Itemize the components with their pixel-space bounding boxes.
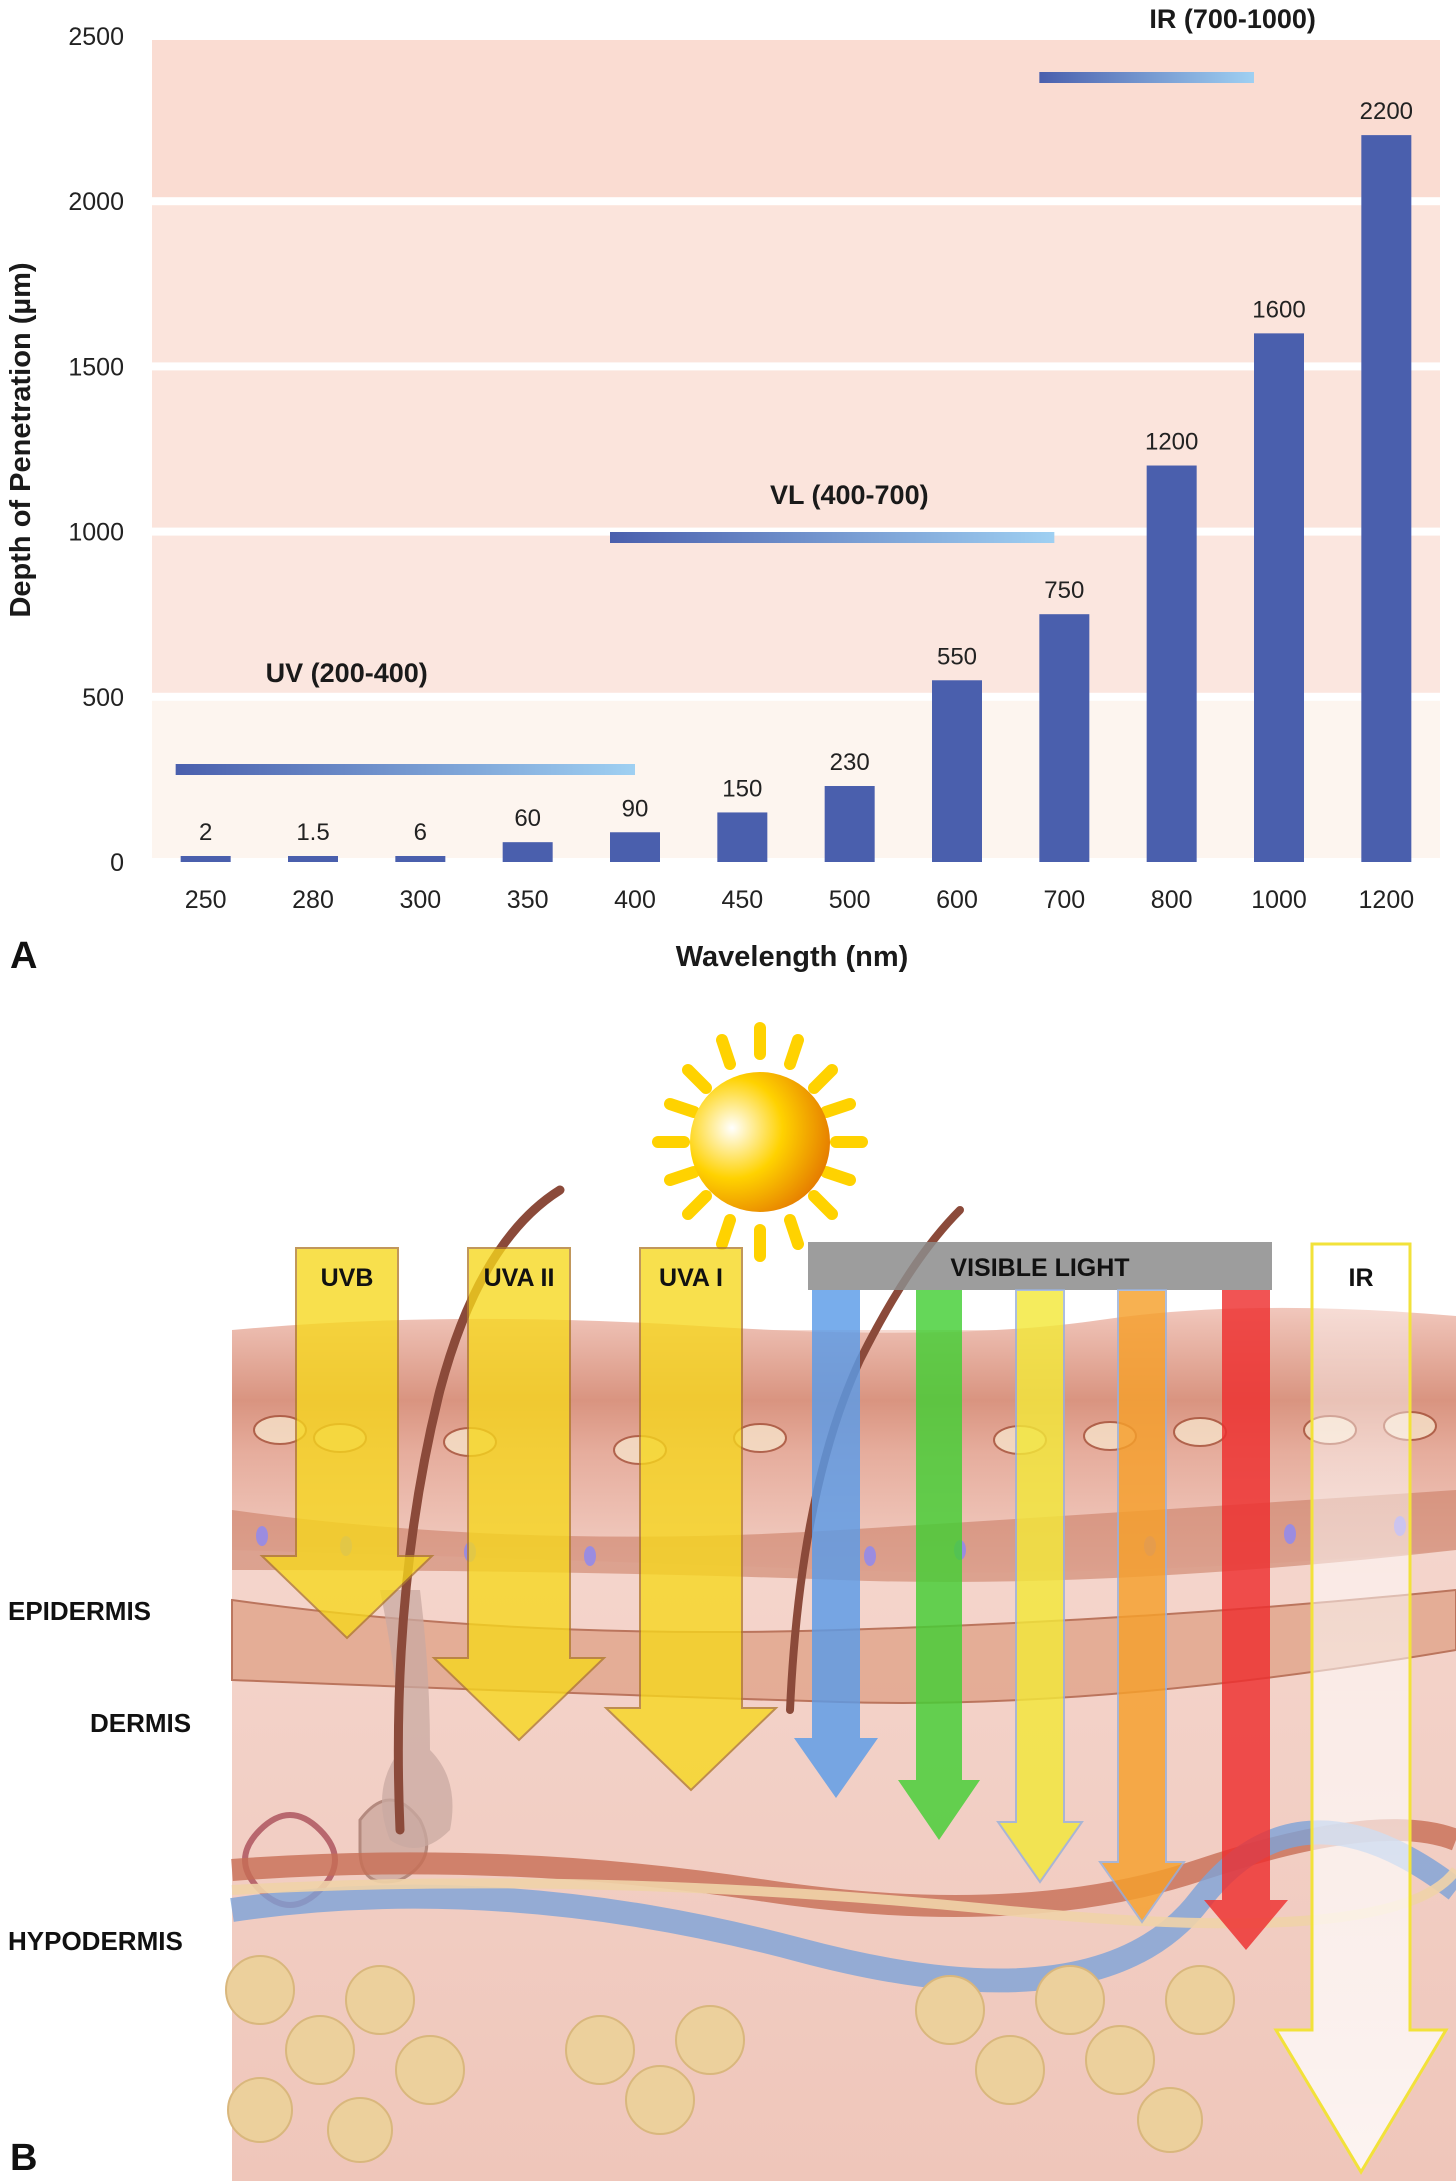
- data-label: 6: [414, 819, 427, 846]
- grid-band: [152, 535, 1440, 693]
- range-bar: [1039, 72, 1254, 83]
- range-bar: [175, 764, 635, 775]
- x-axis-label: Wavelength (nm): [676, 941, 909, 973]
- bars: [180, 135, 1412, 862]
- visible-light-label: VISIBLE LIGHT: [950, 1254, 1129, 1282]
- data-label: 230: [830, 749, 870, 776]
- y-tick-label: 2500: [68, 23, 124, 51]
- data-label: 1.5: [296, 819, 329, 846]
- data-label: 1600: [1252, 296, 1305, 323]
- y-tick-label: 2000: [68, 188, 124, 216]
- bar: [824, 786, 875, 862]
- bar: [288, 856, 338, 862]
- range-bar: [610, 532, 1055, 543]
- hypodermis-label: HYPODERMIS: [8, 1926, 183, 1956]
- x-tick-label: 600: [936, 886, 978, 914]
- uvb-label: UVB: [321, 1264, 374, 1292]
- blue-light-arrow: [794, 1290, 878, 1798]
- data-label: 750: [1044, 577, 1084, 604]
- bar: [932, 680, 982, 862]
- x-tick-label: 350: [507, 886, 549, 914]
- x-axis-ticks: 250 280 300 350 400 450 500 600 700 800 1000 1200: [185, 886, 1414, 914]
- x-tick-label: 700: [1043, 886, 1085, 914]
- grid-band: [152, 700, 1440, 858]
- yellow-light-arrow: [996, 1289, 1084, 1884]
- y-axis-ticks: 0 500 1000 1500 2000 2500: [68, 23, 124, 877]
- x-tick-label: 800: [1151, 886, 1193, 914]
- range-label: UV (200-400): [266, 658, 428, 688]
- data-labels: 2 1.5 6 60 90 150 230 550 750 1200 1600 2200: [199, 98, 1413, 846]
- epidermis-label: EPIDERMIS: [8, 1596, 151, 1626]
- red-light-arrow: [1204, 1290, 1288, 1950]
- sun-icon: [652, 1022, 868, 1262]
- uva1-arrow: [603, 1247, 779, 1792]
- uva2-label: UVA II: [484, 1264, 555, 1292]
- panel-a-label: A: [10, 935, 37, 977]
- grid-band: [152, 205, 1440, 363]
- bar: [1361, 135, 1412, 862]
- y-axis-label: Depth of Penetration (µm): [5, 262, 37, 617]
- data-label: 2: [199, 819, 212, 846]
- ir-arrow: [1273, 1242, 1449, 2175]
- data-label: 1200: [1145, 429, 1198, 456]
- grid-band: [152, 40, 1440, 198]
- range-label: VL (400-700): [770, 480, 929, 510]
- range-label: IR (700-1000): [1149, 4, 1316, 34]
- bar: [1146, 465, 1197, 862]
- panel-b-label: B: [10, 2137, 37, 2179]
- bar: [1039, 614, 1090, 862]
- grid-bands: [152, 40, 1440, 858]
- y-tick-label: 500: [82, 684, 124, 712]
- green-light-arrow: [898, 1290, 980, 1840]
- bar: [717, 812, 768, 862]
- dermis-label: DERMIS: [90, 1708, 191, 1738]
- uvb-arrow: [259, 1247, 435, 1640]
- y-tick-label: 0: [110, 849, 124, 877]
- data-label: 60: [514, 805, 541, 832]
- bar: [1254, 333, 1304, 862]
- bar: [610, 832, 660, 862]
- y-tick-label: 1000: [68, 519, 124, 547]
- x-tick-label: 250: [185, 886, 227, 914]
- data-label: 2200: [1360, 98, 1413, 125]
- x-tick-label: 1000: [1251, 886, 1307, 914]
- uva2-arrow: [431, 1247, 607, 1742]
- bar: [395, 856, 446, 862]
- x-tick-label: 1200: [1359, 886, 1415, 914]
- x-tick-label: 280: [292, 886, 334, 914]
- data-label: 550: [937, 643, 977, 670]
- x-tick-label: 450: [721, 886, 763, 914]
- data-label: 90: [622, 795, 649, 822]
- ir-label: IR: [1349, 1264, 1374, 1292]
- x-tick-label: 300: [399, 886, 441, 914]
- orange-light-arrow: [1098, 1289, 1186, 1924]
- data-label: 150: [722, 775, 762, 802]
- bar: [180, 856, 231, 862]
- bar: [502, 842, 553, 862]
- y-tick-label: 1500: [68, 353, 124, 381]
- uva1-label: UVA I: [659, 1264, 723, 1292]
- x-tick-label: 400: [614, 886, 656, 914]
- wavelength-ranges: UV (200-400) VL (400-700) IR (700-1000): [175, 4, 1316, 775]
- visible-light-header: [808, 1242, 1272, 1290]
- x-tick-label: 500: [829, 886, 871, 914]
- skin-penetration-diagram: VISIBLE LIGHT UVB UVA II UVA I IR EPIDER…: [8, 1022, 1456, 2181]
- grid-band: [152, 370, 1440, 528]
